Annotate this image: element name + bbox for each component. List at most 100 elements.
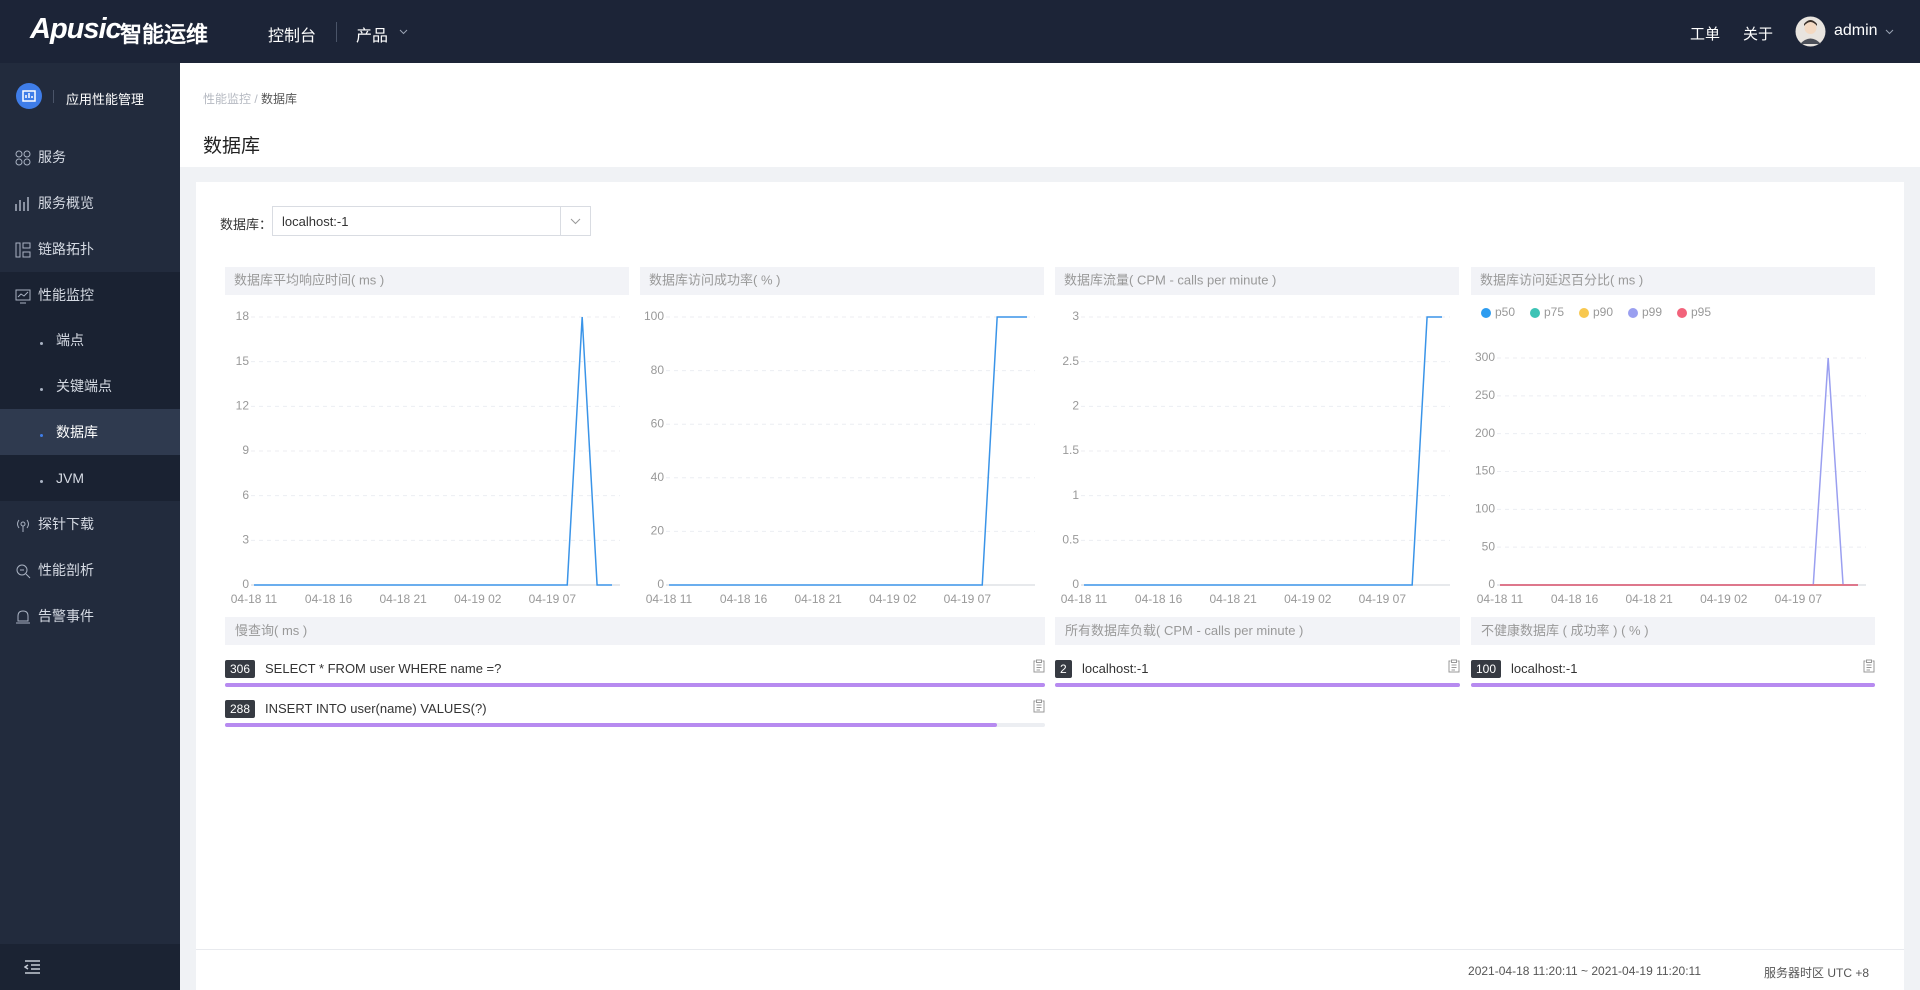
chart: 数据库流量( CPM - calls per minute ) 0 0.5 1 1.5 2… (1055, 267, 1459, 606)
menu-label: JVM (56, 470, 84, 486)
x-tick-label: 04-19 02 (454, 592, 502, 606)
menu-item[interactable]: 性能剖析 (0, 547, 180, 593)
chart: 数据库访问延迟百分比( ms ) 0 50 100 150 200 250 300 04-18 … (1471, 267, 1875, 606)
list-row[interactable]: 306 SELECT * FROM user WHERE name =? (225, 659, 1045, 700)
menu-subitem-active[interactable]: 数据库 (0, 409, 180, 455)
x-tick-label: 04-19 07 (529, 592, 577, 606)
link-about[interactable]: 关于 (1743, 26, 1774, 43)
collapse-button[interactable] (24, 960, 41, 974)
menu-item[interactable]: 服务 (0, 134, 180, 180)
y-tick-label: 20 (651, 524, 665, 538)
active-bg (0, 409, 180, 455)
bullet (40, 388, 43, 391)
x-tick-label: 04-19 07 (1359, 592, 1407, 606)
menu-subitem[interactable]: 端点 (0, 317, 180, 363)
copy-icon[interactable] (1033, 659, 1045, 673)
menu-label: 服务概览 (38, 195, 94, 211)
menu-item[interactable]: 链路拓扑 (0, 226, 180, 272)
menu-subitem[interactable]: JVM (0, 455, 180, 501)
list-row[interactable]: 288 INSERT INTO user(name) VALUES(?) (225, 699, 1045, 740)
y-tick-label: 18 (236, 309, 250, 323)
time-range: 2021-04-18 11:20:11 ~ 2021-04-19 11:20:1… (1468, 964, 1701, 978)
menu-item[interactable]: 性能监控 (0, 272, 180, 318)
logo[interactable]: Apusic (30, 13, 122, 45)
nav-console[interactable]: 控制台 (268, 28, 317, 45)
y-tick-label: 0.5 (1062, 533, 1079, 547)
chart-header (1055, 267, 1459, 295)
list-row[interactable]: 2 localhost:-1 (1055, 659, 1460, 700)
chart-header (1471, 267, 1875, 295)
bar-track (225, 683, 1045, 687)
database-select[interactable]: localhost:-1 (272, 206, 591, 236)
icon (17, 519, 29, 532)
icon (15, 150, 31, 166)
sidebar-title: 应用性能管理 (66, 92, 145, 107)
chart: 数据库平均响应时间( ms ) 0 3 6 9 12 15 18 04-18 11 04-18 1… (225, 267, 629, 606)
legend-swatch (1628, 308, 1638, 318)
row-label: INSERT INTO user(name) VALUES(?) (265, 701, 487, 716)
sidebar: 应用性能管理 服务 服务概览 链路拓扑 性能监控 端点 关键端点 数据库 JVM… (0, 63, 180, 990)
menu-label: 链路拓扑 (38, 241, 94, 257)
bullet (40, 434, 43, 437)
value-bar (225, 723, 997, 727)
y-tick-label: 1.5 (1062, 443, 1079, 457)
menu-label: 端点 (56, 332, 84, 348)
copy-icon[interactable] (1448, 659, 1460, 673)
link-ticket[interactable]: 工单 (1690, 26, 1721, 43)
menu-item[interactable]: 服务概览 (0, 180, 180, 226)
user-caret (1885, 29, 1894, 35)
y-tick-label: 3 (1072, 309, 1079, 323)
bullet (40, 480, 43, 483)
bullet (40, 342, 43, 345)
user-name[interactable]: admin (1834, 22, 1878, 39)
icon (16, 564, 31, 579)
value-bar (1471, 683, 1875, 687)
y-tick-label: 250 (1475, 388, 1495, 402)
copy-icon[interactable] (1863, 659, 1875, 673)
copy-glyph (1033, 699, 1045, 713)
menu-label: 数据库 (56, 424, 98, 440)
y-tick-label: 150 (1475, 464, 1495, 478)
timezone: 服务器时区 UTC +8 (1763, 966, 1869, 980)
y-tick-label: 0 (1072, 577, 1079, 591)
avatar[interactable] (1795, 16, 1826, 47)
value-badge: 306 (225, 660, 256, 678)
x-tick-label: 04-18 16 (305, 592, 353, 606)
x-tick-label: 04-18 21 (1209, 592, 1257, 606)
legend-label: p50 (1495, 305, 1515, 319)
icon (15, 197, 29, 211)
menu-label: 性能剖析 (38, 562, 94, 578)
logo-suffix: 智能运维 (120, 22, 209, 47)
copy-glyph (1863, 659, 1875, 673)
nav-products[interactable]: 产品 (356, 28, 389, 45)
x-tick-label: 04-18 16 (720, 592, 768, 606)
row-label: localhost:-1 (1511, 661, 1578, 676)
x-tick-label: 04-18 11 (1477, 592, 1524, 606)
menu-item[interactable]: 探针下载 (0, 501, 180, 547)
list-row[interactable]: 100 localhost:-1 (1471, 659, 1875, 700)
breadcrumb-parent[interactable]: 性能监控 (203, 92, 252, 106)
menu-label: 性能监控 (38, 287, 94, 303)
nav-divider (336, 22, 337, 42)
value-badge: 288 (225, 700, 256, 718)
submenu-bg (0, 272, 180, 501)
bar-track (1471, 683, 1875, 687)
y-tick-label: 2.5 (1062, 354, 1079, 368)
icon (15, 242, 31, 258)
y-tick-label: 15 (236, 354, 250, 368)
select-arrow (570, 218, 581, 225)
value-bar (225, 683, 1045, 687)
menu-item[interactable]: 告警事件 (0, 593, 180, 639)
chart-title: 数据库访问成功率( % ) (649, 272, 780, 287)
nav-caret (399, 29, 408, 35)
menu-subitem[interactable]: 关键端点 (0, 363, 180, 409)
data-line (1084, 316, 1442, 586)
chart-header (225, 267, 629, 295)
legend-label: p90 (1593, 305, 1613, 319)
app-icon (16, 83, 42, 109)
data-line (254, 316, 612, 586)
footer-divider (196, 949, 1904, 950)
value-badge: 100 (1471, 660, 1502, 678)
copy-icon[interactable] (1033, 699, 1045, 713)
legend-label: p95 (1691, 305, 1711, 319)
